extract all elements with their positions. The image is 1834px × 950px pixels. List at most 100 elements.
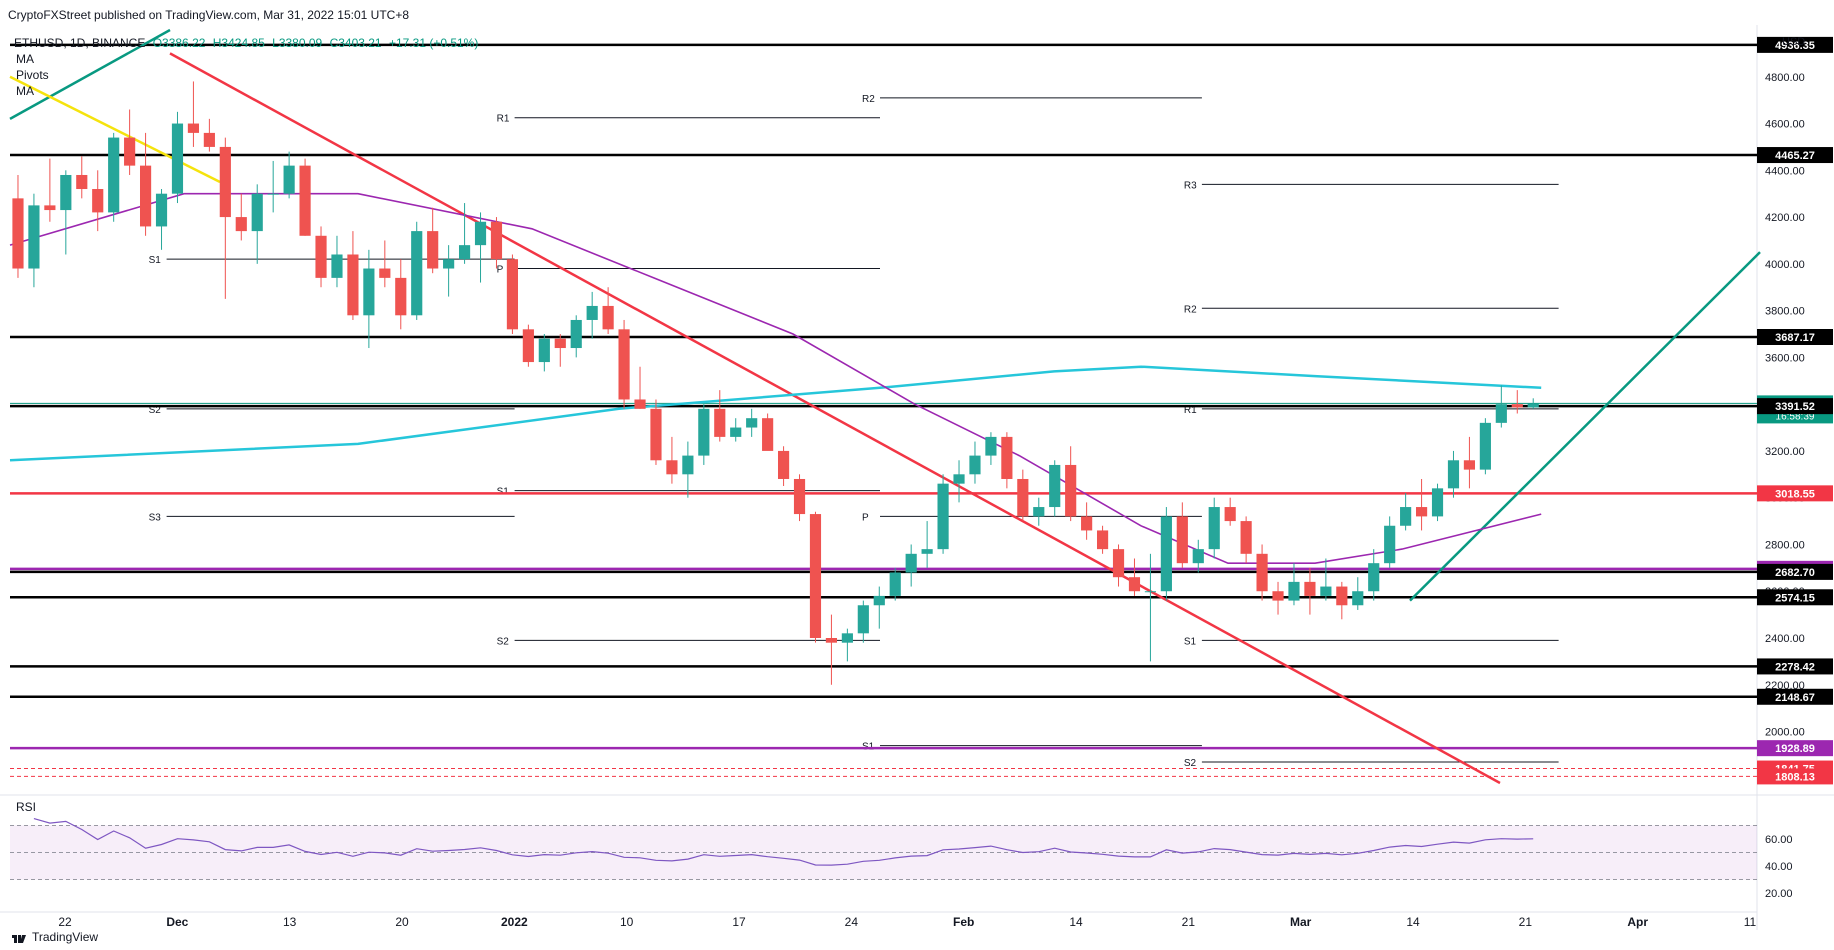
level-tag-label: 4465.27 — [1775, 150, 1815, 162]
candle — [283, 151, 295, 199]
candle-body — [379, 268, 391, 278]
candle — [1192, 539, 1204, 573]
candle — [1511, 390, 1523, 414]
level-tag-bg — [1757, 329, 1833, 346]
candle-body — [1336, 586, 1348, 606]
candle — [889, 567, 901, 601]
candle — [841, 628, 853, 662]
candle — [650, 399, 662, 465]
tradingview-logo-icon — [12, 932, 26, 943]
candle — [1400, 493, 1412, 531]
level-tag: 3687.17 — [1757, 329, 1833, 346]
candle — [730, 418, 742, 442]
candle-body — [746, 418, 758, 428]
candle — [586, 291, 598, 339]
rsi-band — [10, 825, 1757, 880]
candle — [1384, 516, 1396, 568]
x-tick-label: 14 — [1406, 915, 1420, 929]
candle-body — [363, 268, 375, 316]
candle-body — [1096, 530, 1109, 550]
candle-body — [921, 549, 933, 554]
indicator-pivots[interactable]: Pivots — [16, 68, 49, 82]
candle — [1081, 502, 1093, 540]
candle — [1033, 497, 1045, 526]
candle-body — [1400, 507, 1412, 526]
candle — [395, 259, 407, 330]
x-tick-label: 22 — [58, 915, 72, 929]
candle — [570, 315, 582, 358]
candle — [267, 160, 279, 213]
y-tick-label: 2200.00 — [1765, 680, 1805, 692]
candle — [1431, 483, 1444, 522]
candle-body — [538, 338, 550, 363]
candle-body — [1479, 422, 1491, 470]
candle-body — [299, 165, 311, 236]
level-tag-label: 3687.17 — [1775, 332, 1815, 344]
x-tick-label: 10 — [620, 915, 634, 929]
level-tag-label: 2148.67 — [1775, 692, 1815, 704]
candle-body — [315, 235, 327, 278]
y-tick-label: 2800.00 — [1765, 539, 1805, 551]
candle — [299, 158, 311, 236]
level-tag-label: 1928.89 — [1775, 743, 1815, 755]
level-tag: 3391.52 — [1757, 398, 1833, 415]
pivot-label: R2 — [862, 94, 875, 105]
indicator-ma-1[interactable]: MA — [16, 52, 34, 66]
candle-body — [1463, 460, 1476, 470]
x-tick-label: 2022 — [501, 915, 528, 929]
candle-body — [953, 474, 965, 484]
candle — [1096, 525, 1109, 554]
candle-body — [12, 198, 24, 269]
pivot-label: P — [497, 265, 504, 276]
candle — [618, 319, 630, 409]
candle — [187, 81, 200, 147]
candle-body — [124, 137, 136, 166]
tradingview-brand[interactable]: TradingView — [12, 930, 98, 944]
pivot-label: S1 — [149, 255, 162, 266]
candle — [1128, 558, 1141, 596]
x-tick-label: 24 — [845, 915, 859, 929]
candle-body — [793, 478, 806, 515]
candle-body — [267, 193, 279, 195]
candle — [1336, 581, 1348, 620]
candle — [331, 235, 343, 288]
candle — [12, 174, 24, 278]
candle — [60, 170, 72, 255]
candle — [809, 511, 822, 643]
level-tag: 4465.27 — [1757, 147, 1833, 164]
candle — [490, 217, 503, 269]
candle — [1463, 436, 1476, 489]
candle-body — [187, 123, 200, 133]
candle — [379, 240, 391, 288]
rsi-label[interactable]: RSI — [16, 800, 37, 814]
indicator-ma-2[interactable]: MA — [16, 84, 34, 98]
candle — [1001, 432, 1013, 489]
candle — [1527, 398, 1539, 409]
pivot-label: R1 — [1184, 405, 1197, 416]
candle — [1240, 516, 1252, 564]
x-tick-label: Feb — [953, 915, 974, 929]
candle-body — [698, 408, 710, 456]
candle — [985, 432, 997, 465]
candle-body — [235, 217, 247, 232]
level-tag-bg — [1757, 147, 1833, 164]
candle — [793, 474, 806, 522]
y-tick-label: 2000.00 — [1765, 727, 1805, 739]
candle — [44, 158, 56, 222]
level-tag-bg — [1757, 485, 1833, 502]
pivot-label: R2 — [1184, 304, 1197, 315]
candle — [1288, 563, 1300, 606]
candle-body — [1192, 549, 1204, 564]
rsi-tick-label: 40.00 — [1765, 861, 1793, 873]
pivot-label: S2 — [149, 405, 162, 416]
candle-body — [1384, 525, 1396, 564]
candle-body — [1065, 464, 1077, 517]
level-tag: 2574.15 — [1757, 589, 1833, 606]
candle — [363, 249, 375, 349]
candle-body — [937, 483, 949, 550]
candle-body — [1368, 563, 1380, 592]
candle-body — [139, 165, 152, 227]
level-tag-bg — [1757, 36, 1833, 53]
x-tick-label: 21 — [1519, 915, 1533, 929]
